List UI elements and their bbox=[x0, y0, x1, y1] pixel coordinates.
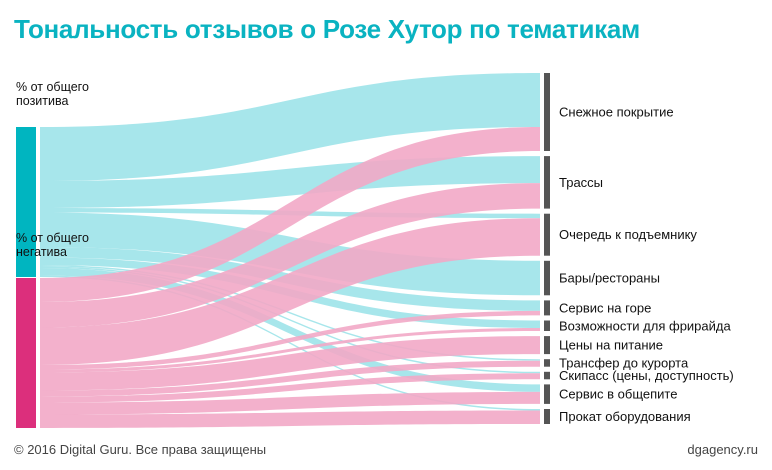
target-node bbox=[544, 260, 550, 296]
flow-positive-8 bbox=[40, 266, 540, 374]
source-node-neg bbox=[16, 278, 36, 428]
flow-positive-0 bbox=[40, 73, 540, 181]
flow-positive-9 bbox=[40, 268, 540, 392]
sankey-flows bbox=[40, 73, 540, 428]
flow-positive-10 bbox=[40, 275, 540, 411]
copyright-text: © 2016 Digital Guru. Все права защищены bbox=[14, 442, 267, 457]
flow-negative-1 bbox=[40, 183, 540, 328]
site-link[interactable]: dgagency.ru bbox=[687, 442, 758, 457]
target-node bbox=[544, 156, 550, 209]
flow-negative-2 bbox=[40, 218, 540, 365]
chart-title: Тональность отзывов о Розе Хутор по тема… bbox=[14, 14, 640, 44]
target-label: Прокат оборудования bbox=[559, 409, 691, 424]
target-label: Очередь к подъемнику bbox=[559, 227, 697, 242]
target-label: Сервис на горе bbox=[559, 300, 651, 315]
source-label-pos: % от общего bbox=[16, 80, 89, 94]
target-node bbox=[544, 409, 550, 424]
target-node bbox=[544, 320, 550, 331]
target-label: Снежное покрытие bbox=[559, 105, 674, 120]
flow-negative-8 bbox=[40, 373, 540, 403]
target-node bbox=[544, 371, 550, 380]
flow-positive-7 bbox=[40, 265, 540, 361]
source-label-pos: позитива bbox=[16, 94, 69, 108]
flow-negative-5 bbox=[40, 328, 540, 373]
target-label: Сервис в общепите bbox=[559, 387, 677, 402]
flow-negative-7 bbox=[40, 360, 540, 397]
source-node-pos bbox=[16, 127, 36, 277]
sankey-nodes bbox=[16, 73, 550, 428]
target-node bbox=[544, 359, 550, 367]
flow-negative-6 bbox=[40, 336, 540, 391]
target-label: Трассы bbox=[559, 175, 603, 190]
flow-negative-0 bbox=[40, 127, 540, 302]
target-node bbox=[544, 213, 550, 256]
target-node bbox=[544, 336, 550, 355]
target-node bbox=[544, 300, 550, 316]
target-label: Цены на питание bbox=[559, 338, 663, 353]
target-label: Скипасс (цены, доступность) bbox=[559, 368, 734, 383]
flow-negative-10 bbox=[40, 410, 540, 428]
source-label-neg: негатива bbox=[16, 245, 67, 259]
target-label: Возможности для фрирайда bbox=[559, 318, 731, 333]
source-label-neg: % от общего bbox=[16, 231, 89, 245]
target-label: Бары/рестораны bbox=[559, 271, 660, 286]
flow-negative-9 bbox=[40, 391, 540, 415]
target-label: Трансфер до курорта bbox=[559, 355, 689, 370]
flow-negative-4 bbox=[40, 310, 540, 370]
target-node bbox=[544, 73, 550, 151]
flow-positive-1 bbox=[40, 156, 540, 208]
target-node bbox=[544, 384, 550, 404]
